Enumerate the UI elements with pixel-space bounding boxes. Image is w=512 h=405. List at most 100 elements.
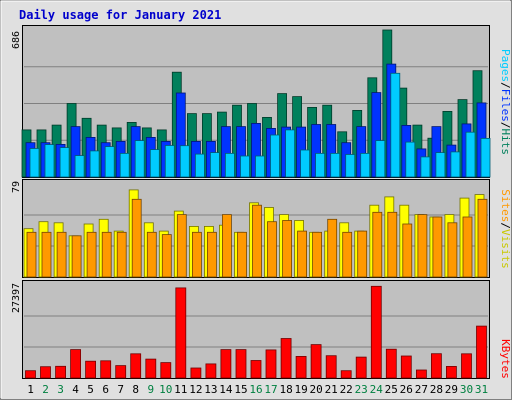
- bar-sites-day-22: [342, 231, 353, 278]
- bar-pages-day-14: [224, 152, 235, 178]
- bar-kbytes-day-8: [130, 353, 142, 379]
- bar-kbytes-day-12: [190, 367, 202, 379]
- bar-pages-day-20: [315, 152, 326, 178]
- bar-sites-day-16: [252, 204, 262, 278]
- bar-sites-day-23: [357, 230, 368, 278]
- bar-kbytes-day-20: [310, 344, 322, 379]
- x-tick-label: 15: [234, 383, 247, 396]
- bar-pages-day-22: [345, 154, 356, 178]
- bar-sites-day-1: [26, 231, 37, 278]
- bar-sites-day-25: [387, 211, 398, 278]
- bar-kbytes-day-14: [220, 349, 232, 379]
- legend-entry: Hits: [499, 129, 512, 156]
- bar-kbytes-day-11: [175, 287, 187, 379]
- legend-entry: Sites: [499, 189, 512, 222]
- bar-kbytes-day-15: [235, 349, 247, 379]
- x-tick-label: 8: [132, 383, 139, 396]
- legend-entry: /: [499, 82, 512, 89]
- ymax-label-top: 686: [11, 31, 22, 49]
- x-tick-label: 9: [147, 383, 154, 396]
- bar-pages-day-5: [89, 150, 100, 178]
- bar-kbytes-day-9: [145, 358, 157, 379]
- bar-pages-day-4: [74, 155, 85, 178]
- x-tick-label: 23: [355, 383, 368, 396]
- bar-sites-day-10: [161, 234, 172, 278]
- bar-pages-day-21: [330, 152, 341, 178]
- bar-pages-day-28: [435, 152, 446, 178]
- bar-sites-day-6: [101, 231, 112, 278]
- x-tick-label: 21: [325, 383, 338, 396]
- bar-pages-day-13: [209, 152, 220, 178]
- bar-sites-day-27: [417, 214, 428, 278]
- x-tick-label: 1: [27, 383, 34, 396]
- bar-sites-day-13: [206, 231, 217, 278]
- legend-entry: /: [499, 122, 512, 129]
- bar-pages-day-30: [465, 131, 476, 178]
- x-tick-label: 17: [264, 383, 277, 396]
- bar-pages-day-19: [300, 149, 311, 178]
- x-tick-label: 12: [189, 383, 202, 396]
- x-tick-label: 3: [57, 383, 64, 396]
- x-tick-label: 4: [72, 383, 79, 396]
- x-tick-label: 7: [117, 383, 124, 396]
- bar-kbytes-day-21: [325, 355, 337, 379]
- x-tick-label: 29: [445, 383, 458, 396]
- bar-kbytes-day-6: [100, 360, 112, 379]
- bars: [21, 29, 491, 379]
- bar-pages-day-17: [270, 134, 280, 178]
- x-tick-label: 24: [370, 383, 384, 396]
- x-tick-label: 28: [430, 383, 443, 396]
- bar-kbytes-day-19: [295, 355, 307, 379]
- x-axis-labels: 1 2 3 4 5 6 7 8 9 10 11 12 13 14 15 16 17 18 19 20 21 22 23 24 2…: [27, 383, 488, 396]
- bar-pages-day-3: [59, 147, 70, 178]
- bar-sites-day-29: [447, 222, 458, 278]
- chart-title: Daily usage for January 2021: [19, 8, 221, 22]
- x-tick-label: 26: [400, 383, 413, 396]
- ymax-label-mid: 79: [11, 181, 22, 193]
- bar-kbytes-day-27: [415, 369, 427, 379]
- bar-pages-day-18: [285, 129, 296, 178]
- bar-pages-day-23: [360, 152, 371, 178]
- bar-sites-day-3: [56, 231, 67, 278]
- legend-entry: Visits: [499, 229, 512, 269]
- x-tick-label: 11: [174, 383, 187, 396]
- bar-pages-day-31: [480, 137, 491, 178]
- x-tick-label: 5: [87, 383, 94, 396]
- bar-kbytes-day-16: [250, 360, 262, 379]
- bar-pages-day-27: [420, 156, 431, 178]
- x-tick-label: 27: [415, 383, 428, 396]
- bar-kbytes-day-13: [205, 363, 217, 379]
- bar-sites-day-17: [267, 221, 277, 278]
- bar-pages-day-1: [29, 148, 40, 178]
- bar-kbytes-day-3: [55, 365, 66, 379]
- bar-kbytes-day-1: [25, 370, 36, 379]
- legend-entry: Files: [499, 89, 512, 122]
- bar-sites-day-8: [131, 198, 142, 278]
- bar-sites-day-31: [477, 198, 488, 278]
- bar-sites-day-20: [312, 231, 323, 278]
- bar-kbytes-day-23: [355, 356, 367, 379]
- legend-entry: /: [499, 222, 512, 229]
- bar-sites-day-28: [432, 216, 443, 278]
- ymax-label-bot: 27397: [11, 283, 22, 313]
- bar-pages-day-15: [240, 155, 250, 178]
- x-tick-label: 10: [159, 383, 172, 396]
- x-tick-label: 2: [42, 383, 49, 396]
- bar-pages-day-24: [375, 140, 386, 178]
- bar-kbytes-day-4: [70, 349, 81, 379]
- bar-kbytes-day-10: [160, 362, 172, 379]
- x-tick-label: 25: [385, 383, 398, 396]
- legend-entry: Pages: [499, 49, 512, 82]
- bar-sites-day-12: [191, 231, 202, 278]
- x-tick-label: 20: [309, 383, 322, 396]
- bar-kbytes-day-7: [115, 365, 127, 379]
- bar-kbytes-day-26: [400, 355, 412, 379]
- bar-sites-day-9: [146, 231, 157, 278]
- bar-kbytes-day-29: [445, 365, 457, 379]
- bar-sites-day-2: [41, 231, 52, 278]
- bar-pages-day-10: [164, 145, 175, 178]
- bar-pages-day-6: [104, 146, 115, 178]
- bar-sites-day-15: [237, 231, 247, 278]
- bar-kbytes-day-25: [385, 348, 397, 379]
